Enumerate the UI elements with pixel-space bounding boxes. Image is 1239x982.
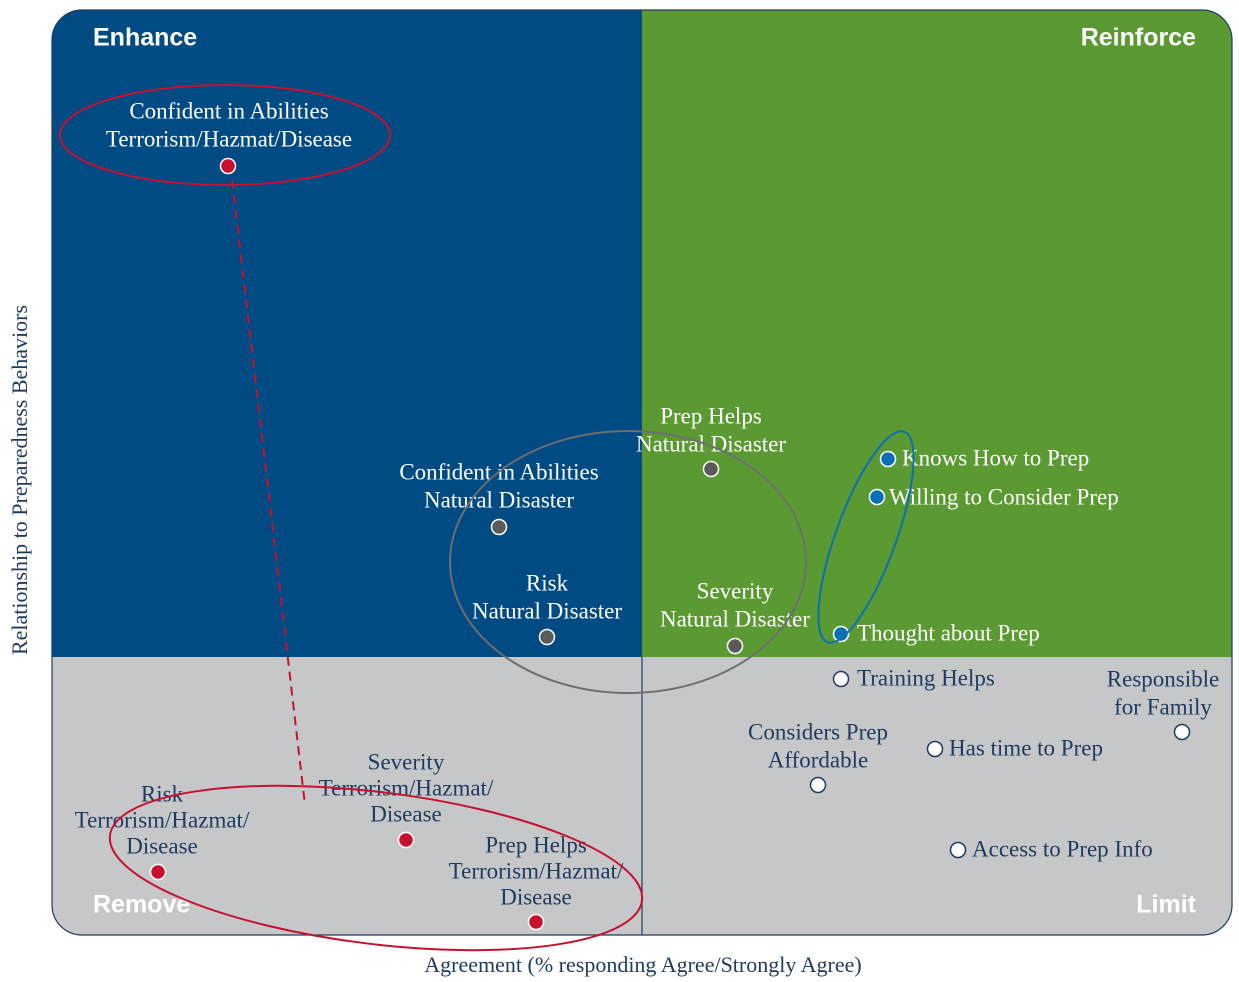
- point: [879, 450, 897, 468]
- point-label: Terrorism/Hazmat/: [75, 807, 250, 832]
- point-label: Thought about Prep: [857, 620, 1040, 645]
- point: [149, 863, 167, 881]
- point-label: Affordable: [768, 747, 868, 772]
- point-label: Confident in Abilities: [129, 98, 328, 123]
- point-label: Natural Disaster: [424, 487, 574, 512]
- quadrant-reinforce: [642, 10, 1232, 657]
- group-ellipse: [449, 430, 807, 694]
- quadrant-panel: [52, 10, 1232, 935]
- quadrant-enhance: [52, 10, 642, 657]
- quadrant-label: Limit: [1136, 891, 1196, 919]
- point: [397, 831, 415, 849]
- point: [1173, 723, 1191, 741]
- group-ellipse: [817, 430, 915, 644]
- points: Confident in Abilities Terrorism/Hazmat/D…: [75, 98, 1219, 931]
- point-label: Risk: [526, 570, 569, 595]
- point: [538, 628, 556, 646]
- quadrant-label: Enhance: [93, 24, 197, 52]
- point-label: Severity: [697, 578, 774, 603]
- point-label: Disease: [370, 801, 442, 826]
- groupings: [59, 84, 915, 952]
- point-label: for Family: [1114, 694, 1212, 719]
- point: [702, 460, 720, 478]
- point-label: Disease: [500, 884, 572, 909]
- point-label: Training Helps: [857, 665, 995, 690]
- point-label: Natural Disaster: [636, 431, 786, 456]
- point-label: Terrorism/Hazmat/: [449, 858, 624, 883]
- point: [490, 518, 508, 536]
- point-label: Has time to Prep: [949, 735, 1103, 760]
- point: [527, 913, 545, 931]
- point-label: Terrorism/Hazmat/Disease: [106, 126, 352, 151]
- point-label: Access to Prep Info: [972, 836, 1153, 861]
- point-label: Severity: [368, 749, 445, 774]
- panel-border: [51, 9, 1233, 936]
- quadrant-label: Reinforce: [1081, 24, 1196, 52]
- point-label: Willing to Consider Prep: [889, 484, 1119, 509]
- group-ellipse: [108, 784, 644, 952]
- point: [868, 488, 886, 506]
- point-label: Considers Prep: [748, 719, 888, 744]
- point-label: Prep Helps: [660, 403, 762, 428]
- point-label: Natural Disaster: [472, 598, 622, 623]
- point: [832, 625, 850, 643]
- point-label: Knows How to Prep: [902, 445, 1089, 470]
- point: [949, 841, 967, 859]
- point: [809, 776, 827, 794]
- point: [219, 157, 237, 175]
- point-label: Prep Helps: [485, 832, 587, 857]
- point: [726, 637, 744, 655]
- point-label: Responsible: [1107, 666, 1219, 691]
- point: [926, 740, 944, 758]
- point: [832, 670, 850, 688]
- x-axis-label: Agreement (% responding Agree/Strongly A…: [424, 952, 861, 977]
- point-label: Natural Disaster: [660, 606, 810, 631]
- group-ellipse: [59, 84, 391, 186]
- point-label: Disease: [126, 833, 198, 858]
- y-axis-label: Relationship to Preparedness Behaviors: [7, 305, 32, 655]
